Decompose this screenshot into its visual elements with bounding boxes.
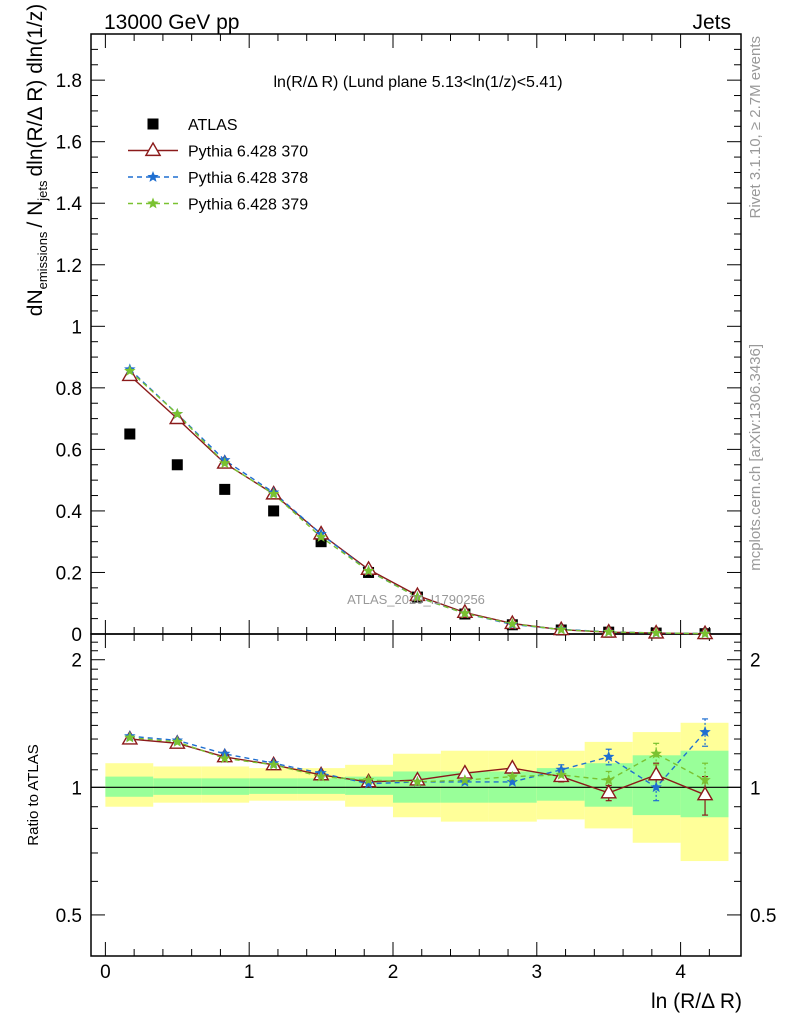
y-label-numerator: dN <box>24 289 47 316</box>
main-plot-title: ln(R/Δ R) (Lund plane 5.13<ln(1/z)<5.41) <box>273 74 562 91</box>
legend-label: ATLAS <box>188 117 238 134</box>
ratio-point-1 <box>650 781 662 793</box>
y-tick-label: 0.4 <box>56 502 83 523</box>
main-point-3 <box>555 623 567 635</box>
ratio-y-tick-label-right: 0.5 <box>750 906 776 927</box>
ratio-y-tick-label-right: 1 <box>750 778 761 799</box>
main-point-0 <box>268 505 280 517</box>
y-tick-label: 1 <box>71 317 82 338</box>
ratio-point-2 <box>650 747 662 759</box>
main-point-1 <box>168 409 186 425</box>
main-point-0 <box>219 483 231 495</box>
y-tick-label: 1.6 <box>56 133 82 154</box>
y-tick-label: 0 <box>71 625 82 646</box>
legend-marker <box>147 118 159 130</box>
legend: ATLAS Pythia 6.428 370 Pythia 6.428 378 Pyt… <box>128 117 308 214</box>
y-tick-label: 0.6 <box>56 440 82 461</box>
main-y-axis-label: dNemissions/ Njetsdln(R/Δ R) dln(1/z) <box>24 4 50 316</box>
plot-frames <box>90 33 742 957</box>
series-markers <box>121 363 714 801</box>
main-point-3 <box>124 364 136 376</box>
ratio-y-tick-label-left: 0.5 <box>56 906 82 927</box>
legend-marker <box>144 141 162 157</box>
x-axis-label: ln (R/Δ R) <box>651 990 742 1013</box>
legend-label: Pythia 6.428 378 <box>188 170 308 187</box>
legend-marker <box>147 197 159 209</box>
y-tick-label: 0.2 <box>56 563 82 584</box>
y-tick-label: 1.2 <box>56 256 82 277</box>
x-tick-label: 1 <box>244 962 255 983</box>
ratio-y-tick-label-left: 2 <box>71 651 82 672</box>
ratio-point-1 <box>362 777 375 789</box>
stat-uncertainty-band <box>105 776 154 797</box>
ratio-point-1 <box>602 750 615 762</box>
main-point-3 <box>411 591 424 602</box>
main-point-3 <box>506 617 519 629</box>
ratio-point-2 <box>124 731 136 743</box>
ratio-point-0 <box>696 785 714 801</box>
ratio-point-2 <box>267 758 280 770</box>
mcplots-label: mcplots.cern.ch [arXiv:1306.3436] <box>747 344 764 571</box>
ratio-point-2 <box>699 774 711 785</box>
ratio-point-2 <box>315 770 327 782</box>
ratio-point-0 <box>647 765 665 781</box>
header-right: Jets <box>692 11 731 34</box>
ratio-point-0 <box>600 784 618 799</box>
legend-label: Pythia 6.428 370 <box>188 144 308 161</box>
main-point-0 <box>315 536 327 548</box>
watermark: ATLAS_2020_I1790256 <box>347 592 485 607</box>
ratio-point-1 <box>699 726 711 737</box>
stat-uncertainty-band <box>201 778 250 795</box>
main-point-3 <box>362 564 375 576</box>
ratio-point-2 <box>555 768 567 780</box>
main-point-3 <box>699 627 711 639</box>
header-left: 13000 GeV pp <box>104 11 239 34</box>
ratio-point-2 <box>171 735 183 747</box>
main-point-3 <box>315 531 327 542</box>
main-point-3 <box>459 607 471 619</box>
main-point-3 <box>219 457 231 469</box>
x-tick-label: 0 <box>100 962 111 983</box>
ratio-point-2 <box>362 774 375 785</box>
ratio-point-2 <box>219 752 231 764</box>
x-tick-label: 4 <box>675 962 686 983</box>
ratio-point-2 <box>411 775 424 787</box>
ratio-point-1 <box>506 775 519 787</box>
ratio-point-2 <box>506 770 519 782</box>
x-tick-label: 2 <box>388 962 399 983</box>
axis-ticks: 0 1 2 3 4 0 0.2 0.4 0.6 0.8 1 1.2 1.4 1.6 1.8 0.5 0.5 1 1 2… <box>56 34 776 983</box>
stat-uncertainty-band <box>297 778 346 794</box>
ratio-y-axis-label: Ratio to ATLAS <box>25 744 42 845</box>
y-tick-label: 1.8 <box>56 71 82 92</box>
main-point-3 <box>171 408 183 419</box>
ratio-plot-frame <box>90 633 742 957</box>
rivet-label: Rivet 3.1.10, ≥ 2.7M events <box>747 36 764 219</box>
ratio-point-2 <box>602 774 615 785</box>
main-point-3 <box>650 626 662 638</box>
main-point-3 <box>602 626 615 637</box>
y-tick-label: 1.4 <box>56 194 83 215</box>
ratio-y-tick-label-right: 2 <box>750 651 761 672</box>
legend-marker <box>147 171 159 182</box>
ratio-uncertainty-bands <box>105 722 729 862</box>
stat-uncertainty-band <box>153 778 202 795</box>
stat-uncertainty-band <box>249 778 298 794</box>
ratio-point-2 <box>459 774 471 785</box>
main-point-3 <box>267 488 280 499</box>
y-tick-label: 0.8 <box>56 379 82 400</box>
main-point-0 <box>124 428 136 440</box>
x-tick-label: 3 <box>532 962 543 983</box>
ratio-y-tick-label-left: 1 <box>71 778 82 799</box>
svg-text:dNemissions/ Njetsdln(R/Δ R) d: dNemissions/ Njetsdln(R/Δ R) dln(1/z) <box>24 4 50 316</box>
main-point-1 <box>121 366 139 382</box>
main-point-0 <box>171 459 183 471</box>
legend-label: Pythia 6.428 379 <box>188 197 308 214</box>
